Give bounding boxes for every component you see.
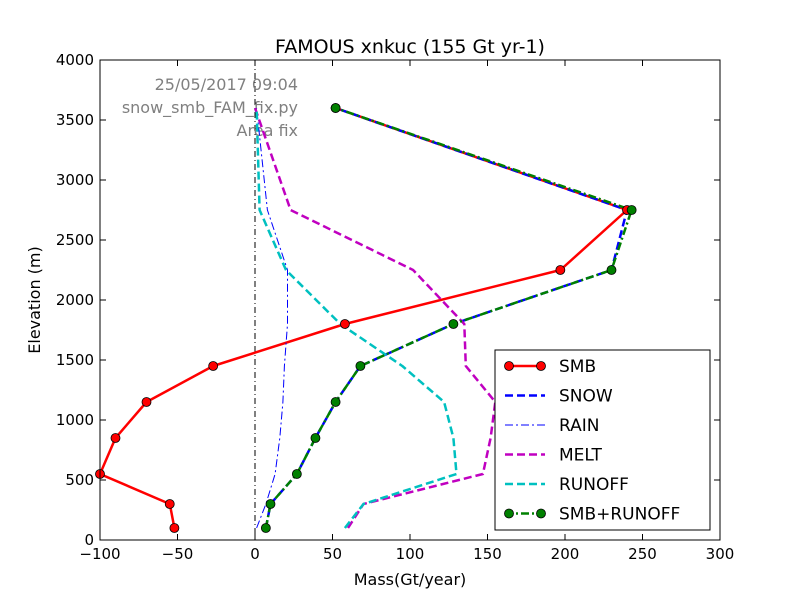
x-tick-label: −100 <box>79 545 120 563</box>
y-tick-label: 2000 <box>56 291 94 309</box>
legend-marker-smb-runoff <box>536 508 546 519</box>
x-tick-label: 0 <box>250 545 260 563</box>
legend-box <box>494 349 711 531</box>
x-axis-label: Mass(Gt/year) <box>354 570 467 589</box>
data-point-smb <box>164 499 175 509</box>
data-point-smb-runoff <box>448 319 459 329</box>
annotation-text: Area fix <box>237 121 298 140</box>
legend-marker-smb-runoff <box>504 508 514 519</box>
data-point-smb-runoff <box>265 499 276 509</box>
data-point-smb <box>141 397 152 407</box>
x-tick-label: 150 <box>473 545 502 563</box>
legend-label-runoff: RUNOFF <box>559 475 629 495</box>
data-point-smb-runoff <box>606 265 617 275</box>
legend-marker-smb <box>536 361 546 371</box>
legend-label-smb-runoff: SMB+RUNOFF <box>559 505 680 525</box>
data-point-smb-runoff <box>330 397 341 407</box>
x-tick-label: 100 <box>396 545 425 563</box>
chart-legend: SMB SNOW RAIN MELT RUNOFF SMB+RUNOFF <box>494 349 711 531</box>
y-tick-label: 2500 <box>56 231 94 249</box>
annotation-text: 25/05/2017 09:04 <box>155 75 298 94</box>
series-line-runoff <box>255 107 458 529</box>
data-point-smb-runoff <box>355 361 366 371</box>
y-tick-label: 1500 <box>56 351 94 369</box>
y-tick-label: 1000 <box>56 411 94 429</box>
y-tick-label: 4000 <box>56 51 94 69</box>
data-point-smb <box>339 319 350 329</box>
x-tick-label: 50 <box>323 545 342 563</box>
annotation-text: snow_smb_FAM_fix.py <box>122 98 298 118</box>
x-tick-label: −50 <box>162 545 194 563</box>
x-tick-label: 300 <box>706 545 735 563</box>
series-line-smb-runoff <box>264 106 633 529</box>
y-tick-label: 3500 <box>56 111 94 129</box>
y-tick-label: 3000 <box>56 171 94 189</box>
data-point-smb <box>555 265 566 275</box>
legend-label-melt: MELT <box>559 446 603 466</box>
data-point-smb <box>208 361 219 371</box>
data-point-smb <box>110 433 121 443</box>
data-point-smb-runoff <box>291 469 302 479</box>
data-point-smb-runoff <box>310 433 321 443</box>
data-point-smb-runoff <box>626 205 637 215</box>
legend-label-snow: SNOW <box>559 387 613 407</box>
data-point-smb-runoff <box>330 103 341 113</box>
series-group <box>100 106 633 529</box>
x-tick-label: 200 <box>551 545 580 563</box>
data-point-smb <box>169 523 180 533</box>
x-tick-label: 250 <box>628 545 657 563</box>
y-tick-label: 500 <box>65 471 94 489</box>
series-line-melt <box>253 107 497 529</box>
series-line-smb <box>100 106 629 529</box>
series-line-rain <box>256 107 288 529</box>
y-axis-label: Elevation (m) <box>25 246 44 353</box>
legend-label-rain: RAIN <box>559 416 599 436</box>
y-tick-label: 0 <box>84 531 94 549</box>
legend-marker-smb <box>504 361 514 371</box>
chart-title: FAMOUS xnkuc (155 Gt yr-1) <box>275 36 545 58</box>
series-line-snow <box>264 106 629 529</box>
plot-area: 25/05/2017 09:04 snow_smb_FAM_fix.py Area … <box>56 51 735 563</box>
legend-label-smb: SMB <box>559 357 596 377</box>
data-point-smb-runoff <box>260 523 271 533</box>
